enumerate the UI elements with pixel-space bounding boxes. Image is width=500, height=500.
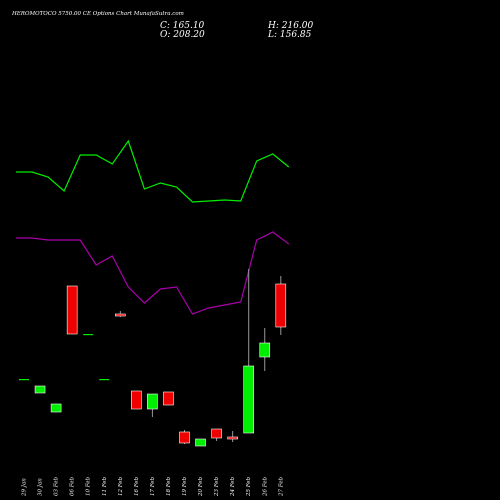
x-tick-label: 30 Jan — [38, 478, 44, 496]
candle-body — [163, 391, 174, 406]
x-tick-label: 06 Feb — [70, 476, 76, 496]
candle-body — [34, 385, 46, 394]
x-tick-label: 10 Feb — [86, 476, 92, 496]
candle-body — [131, 390, 142, 410]
x-tick-label: 12 Feb — [118, 476, 124, 496]
low-price-label: L: 156.85 — [268, 30, 312, 40]
x-tick-label: 11 Feb — [102, 476, 108, 496]
x-tick-label: 20 Feb — [198, 476, 204, 497]
high-price-label: H: 216.00 — [268, 21, 314, 31]
x-tick-label: 24 Feb — [230, 476, 236, 497]
x-tick-label: 29 Jan — [22, 478, 28, 497]
x-tick-label: 25 Feb — [246, 476, 252, 497]
candle-body — [227, 436, 238, 440]
candle-body — [243, 365, 254, 434]
close-price-label: C: 165.10 — [160, 21, 205, 31]
candle-body — [19, 379, 29, 381]
x-tick-label: 18 Feb — [166, 476, 172, 496]
x-tick-label: 19 Feb — [182, 476, 188, 496]
candle-body — [259, 342, 271, 358]
x-tick-label: 23 Feb — [214, 476, 220, 497]
candle-body — [66, 285, 78, 335]
candle-body — [211, 428, 222, 439]
candle-body — [115, 313, 126, 317]
candle-body — [50, 403, 62, 413]
x-tick-label: 16 Feb — [134, 476, 140, 496]
candle-body — [195, 438, 206, 447]
lower-band-line — [16, 231, 290, 315]
candle-body — [147, 393, 158, 410]
x-tick-label: 17 Feb — [150, 476, 156, 496]
x-tick-label: 26 Feb — [262, 476, 268, 497]
candle-body — [83, 334, 94, 336]
x-tick-label: 27 Feb — [278, 476, 284, 497]
upper-band-line — [16, 139, 290, 203]
candle-body — [99, 379, 110, 381]
x-tick-label: 03 Feb — [54, 476, 60, 496]
open-price-label: O: 208.20 — [160, 30, 205, 40]
candle-body — [179, 431, 190, 444]
candle-body — [275, 283, 287, 328]
chart-title: HEROMOTOCO 5750.00 CE Options Chart Muna… — [12, 11, 184, 17]
